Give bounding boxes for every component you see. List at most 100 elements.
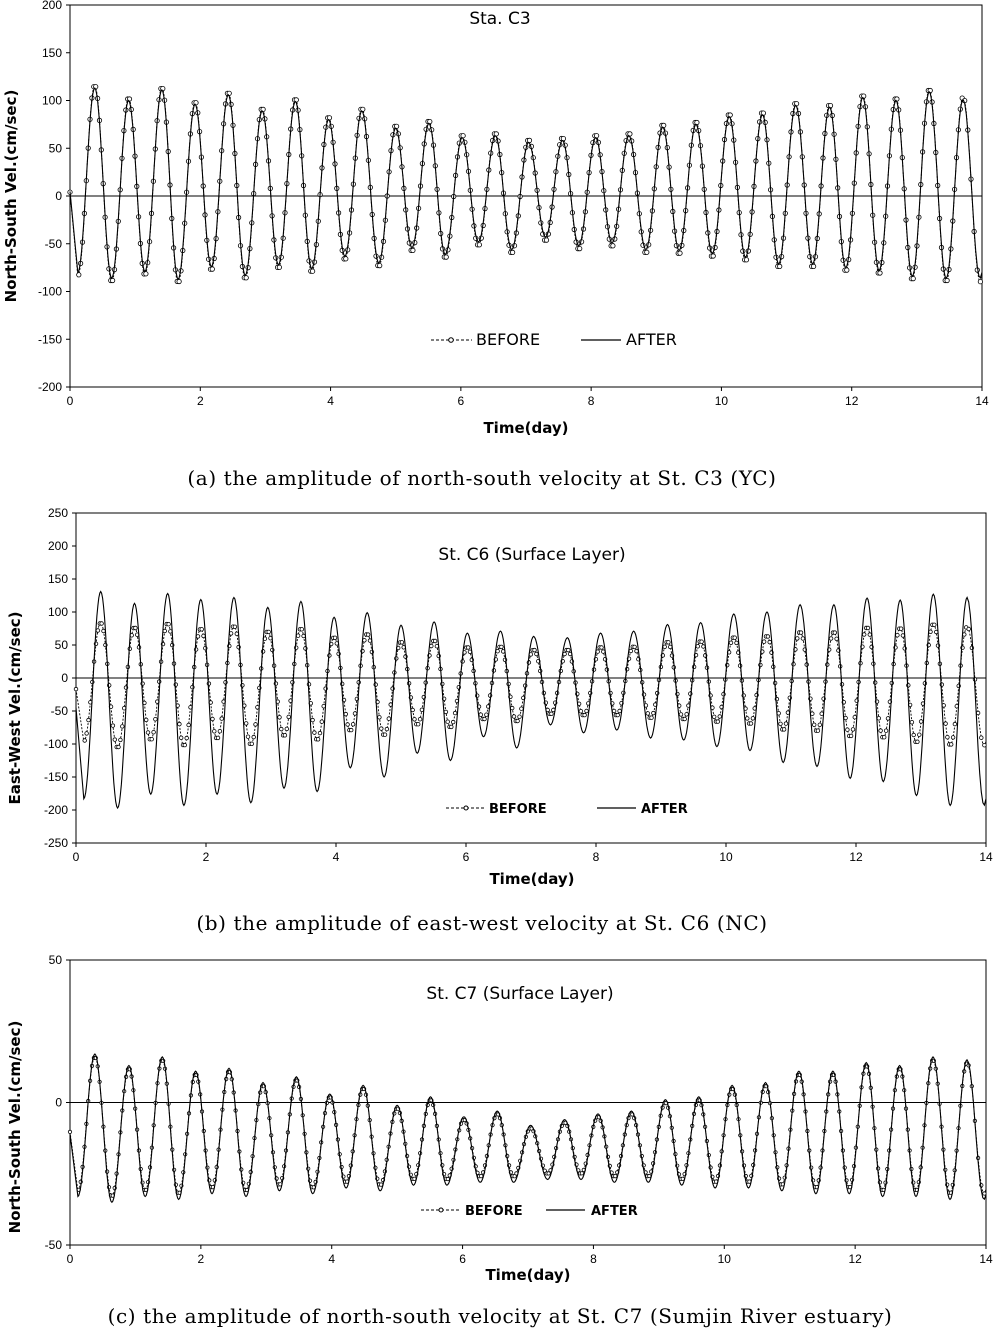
x-tick-label-b-3: 6 [463, 850, 470, 864]
data-point [832, 630, 837, 635]
data-point [949, 742, 954, 747]
data-point [217, 729, 223, 734]
data-point [944, 277, 950, 284]
data-point [143, 271, 149, 277]
data-point [975, 710, 981, 716]
data-point [710, 253, 716, 259]
data-point [232, 624, 238, 629]
data-point [651, 710, 656, 716]
y-tick-label-b-9: 200 [48, 539, 68, 553]
series-line-after-b [75, 590, 987, 810]
data-point [699, 639, 704, 644]
y-axis-label-c: North-South Vel.(cm/sec) [6, 1021, 24, 1234]
data-point [343, 256, 349, 262]
x-tick-label-b-5: 10 [719, 850, 733, 864]
legend-before-marker-a [448, 337, 454, 343]
data-point [579, 1171, 585, 1176]
data-point [443, 254, 449, 260]
data-point [112, 737, 117, 742]
chart-title-c: St. C7 (Surface Layer) [426, 984, 613, 1004]
data-point [312, 730, 317, 735]
data-point [549, 711, 554, 716]
data-point [266, 629, 271, 635]
data-point [377, 715, 382, 720]
data-point [910, 275, 916, 282]
caption-c: (c) the amplitude of north-south velocit… [108, 1304, 893, 1328]
data-point [850, 727, 856, 732]
data-point [120, 724, 125, 729]
y-tick-label-b-0: -250 [44, 836, 68, 850]
data-point [166, 622, 171, 627]
x-tick-label-c-4: 8 [590, 1252, 597, 1266]
data-point [352, 711, 358, 716]
legend-before-label-a: BEFORE [476, 330, 540, 349]
data-point [365, 632, 371, 637]
legend-after-label-a: AFTER [626, 330, 677, 349]
data-point [982, 1191, 987, 1196]
data-point [909, 720, 915, 725]
data-point [761, 639, 767, 644]
data-point [176, 278, 182, 285]
data-point [918, 719, 924, 724]
data-point [379, 726, 384, 731]
data-point [110, 277, 116, 284]
data-point [416, 722, 421, 727]
data-point [526, 137, 533, 143]
data-point [145, 730, 151, 735]
data-point [482, 716, 487, 722]
data-point [67, 1129, 73, 1135]
data-point [566, 647, 571, 653]
x-tick-label-a-7: 14 [975, 394, 989, 408]
data-point [632, 644, 637, 650]
data-point [309, 268, 316, 274]
data-point [662, 644, 667, 649]
chart-title-b: St. C6 (Surface Layer) [438, 545, 625, 565]
data-point [760, 110, 767, 116]
x-tick-label-a-0: 0 [67, 394, 74, 408]
data-point [493, 131, 499, 137]
data-point [343, 711, 348, 717]
data-point [743, 257, 750, 263]
legend-before-marker-c [438, 1207, 444, 1213]
x-tick-label-c-0: 0 [67, 1252, 74, 1266]
data-point [276, 264, 282, 270]
data-point [877, 270, 883, 276]
data-point [182, 742, 187, 748]
y-tick-label-a-7: 150 [42, 46, 62, 60]
caption-a: (a) the amplitude of north-south velocit… [187, 466, 776, 490]
data-point [613, 1174, 618, 1179]
data-point [682, 716, 687, 722]
legend-after-label-b: AFTER [641, 802, 688, 817]
data-point [778, 721, 783, 726]
x-axis-label-c: Time(day) [485, 1266, 570, 1284]
data-point [828, 636, 834, 641]
data-point [73, 686, 79, 692]
data-point [201, 633, 206, 639]
data-point [534, 651, 539, 657]
data-point [917, 732, 922, 737]
data-point [399, 640, 405, 645]
data-point [156, 679, 162, 684]
y-tick-label-b-7: 100 [48, 605, 68, 619]
data-point [412, 717, 417, 722]
chart-panel-a: Sta. C3 Time(day) North-South Vel.(cm/se… [2, 0, 989, 437]
data-point [543, 237, 550, 243]
data-point [377, 262, 383, 269]
data-point [410, 247, 416, 253]
data-point [99, 621, 104, 626]
data-point [319, 719, 324, 724]
x-tick-label-b-0: 0 [73, 850, 80, 864]
x-tick-label-b-6: 12 [849, 850, 863, 864]
data-point [627, 131, 633, 137]
data-point [445, 719, 450, 724]
data-point [684, 712, 689, 717]
x-tick-label-b-2: 4 [333, 850, 340, 864]
data-point [310, 717, 315, 723]
data-point [384, 726, 390, 732]
data-point [852, 715, 857, 720]
y-tick-label-a-5: 50 [49, 141, 63, 155]
data-point [249, 741, 254, 746]
data-point [133, 625, 138, 631]
data-point [253, 722, 258, 727]
